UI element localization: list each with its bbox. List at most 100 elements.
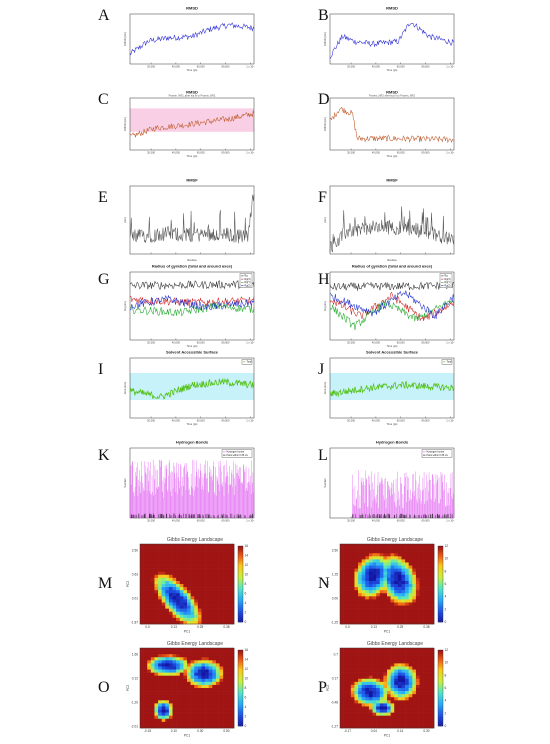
- heatmap-cell: [194, 716, 198, 719]
- heatmap-cell: [216, 575, 220, 578]
- heatmap-cell: [369, 606, 373, 609]
- heatmap-cell: [354, 572, 358, 575]
- heatmap-cell: [394, 716, 398, 719]
- colorbar-step: [438, 715, 443, 717]
- heatmap-cell: [412, 663, 416, 666]
- colorbar-tick-label: 4: [445, 595, 447, 599]
- heatmap-cell: [180, 547, 184, 550]
- heatmap-cell: [194, 556, 198, 559]
- heatmap-cell: [427, 648, 431, 651]
- heatmap-cell: [416, 581, 420, 584]
- heatmap-cell: [216, 654, 220, 657]
- x-tick-label: 0.38: [223, 625, 229, 629]
- heatmap-cell: [354, 670, 358, 673]
- heatmap-cell: [376, 593, 380, 596]
- heatmap-cell: [347, 593, 351, 596]
- heatmap-cell: [198, 556, 202, 559]
- heatmap-cell: [420, 697, 424, 700]
- heatmap-cell: [394, 691, 398, 694]
- heatmap-cell: [187, 615, 191, 618]
- heatmap-cell: [387, 663, 391, 666]
- heatmap-cell: [201, 651, 205, 654]
- heatmap-cell: [205, 700, 209, 703]
- heatmap-cell: [398, 654, 402, 657]
- heatmap-cell: [365, 657, 369, 660]
- heatmap-cell: [427, 679, 431, 682]
- heatmap-cell: [205, 666, 209, 669]
- heatmap-cell: [427, 566, 431, 569]
- colorbar-step: [238, 578, 243, 580]
- heatmap-cell: [151, 553, 155, 556]
- heatmap-cell: [198, 666, 202, 669]
- heatmap-cell: [201, 648, 205, 651]
- heatmap-cell: [398, 544, 402, 547]
- heatmap-cell: [187, 606, 191, 609]
- colorbar-step: [238, 692, 243, 694]
- x-axis-label: Residue: [187, 258, 197, 262]
- heatmap-cell: [394, 590, 398, 593]
- heatmap-cell: [205, 618, 209, 621]
- heatmap-cell: [223, 679, 227, 682]
- heatmap-cell: [198, 599, 202, 602]
- heatmap-cell: [420, 599, 424, 602]
- heatmap-cell: [373, 596, 377, 599]
- heatmap-cell: [354, 569, 358, 572]
- heatmap-cell: [365, 703, 369, 706]
- heatmap-cell: [180, 710, 184, 713]
- colorbar-tick-label: 2: [245, 611, 247, 615]
- heatmap-cell: [376, 697, 380, 700]
- heatmap-cell: [365, 587, 369, 590]
- heatmap-cell: [209, 615, 213, 618]
- heatmap-cell: [144, 660, 148, 663]
- colorbar-step: [238, 663, 243, 665]
- heatmap-cell: [387, 590, 391, 593]
- heatmap-cell: [409, 566, 413, 569]
- heatmap-cell: [420, 722, 424, 725]
- heatmap-cell: [380, 569, 384, 572]
- heatmap-cell: [394, 700, 398, 703]
- heatmap-cell: [362, 618, 366, 621]
- heatmap-cell: [423, 584, 427, 587]
- heatmap-cell: [373, 666, 377, 669]
- heatmap-cell: [376, 654, 380, 657]
- heatmap-cell: [383, 697, 387, 700]
- heatmap-cell: [391, 703, 395, 706]
- heatmap-cell: [354, 587, 358, 590]
- colorbar-step: [238, 605, 243, 607]
- legend-label: Pairs within 0.35 nm: [427, 454, 449, 457]
- heatmap-cell: [365, 559, 369, 562]
- heatmap-cell: [191, 657, 195, 660]
- heatmap-cell: [351, 700, 355, 703]
- heatmap-cell: [398, 688, 402, 691]
- heatmap-cell: [365, 550, 369, 553]
- colorbar-step: [438, 586, 443, 588]
- heatmap-cell: [347, 694, 351, 697]
- y-axis-label: PC2: [326, 685, 330, 691]
- heatmap-cell: [391, 673, 395, 676]
- heatmap-cell: [369, 648, 373, 651]
- heatmap-cell: [412, 572, 416, 575]
- heatmap-cell: [387, 706, 391, 709]
- x-tick-label: 20,000: [347, 151, 355, 155]
- heatmap-cell: [387, 651, 391, 654]
- heatmap-cell: [394, 660, 398, 663]
- heatmap-cell: [169, 710, 173, 713]
- colorbar-step: [438, 588, 443, 590]
- heatmap-cell: [362, 713, 366, 716]
- heatmap-cell: [354, 609, 358, 612]
- heatmap-cell: [412, 569, 416, 572]
- heatmap-cell: [365, 569, 369, 572]
- heatmap-cell: [173, 713, 177, 716]
- heatmap-cell: [401, 688, 405, 691]
- heatmap-cell: [383, 710, 387, 713]
- heatmap-cell: [158, 651, 162, 654]
- heatmap-cell: [423, 566, 427, 569]
- heatmap-cell: [358, 599, 362, 602]
- heatmap-cell: [227, 666, 231, 669]
- heatmap-cell: [409, 682, 413, 685]
- heatmap-cell: [416, 722, 420, 725]
- heatmap-cell: [176, 578, 180, 581]
- heatmap-cell: [169, 719, 173, 722]
- heatmap-cell: [340, 660, 344, 663]
- heatmap-cell: [144, 596, 148, 599]
